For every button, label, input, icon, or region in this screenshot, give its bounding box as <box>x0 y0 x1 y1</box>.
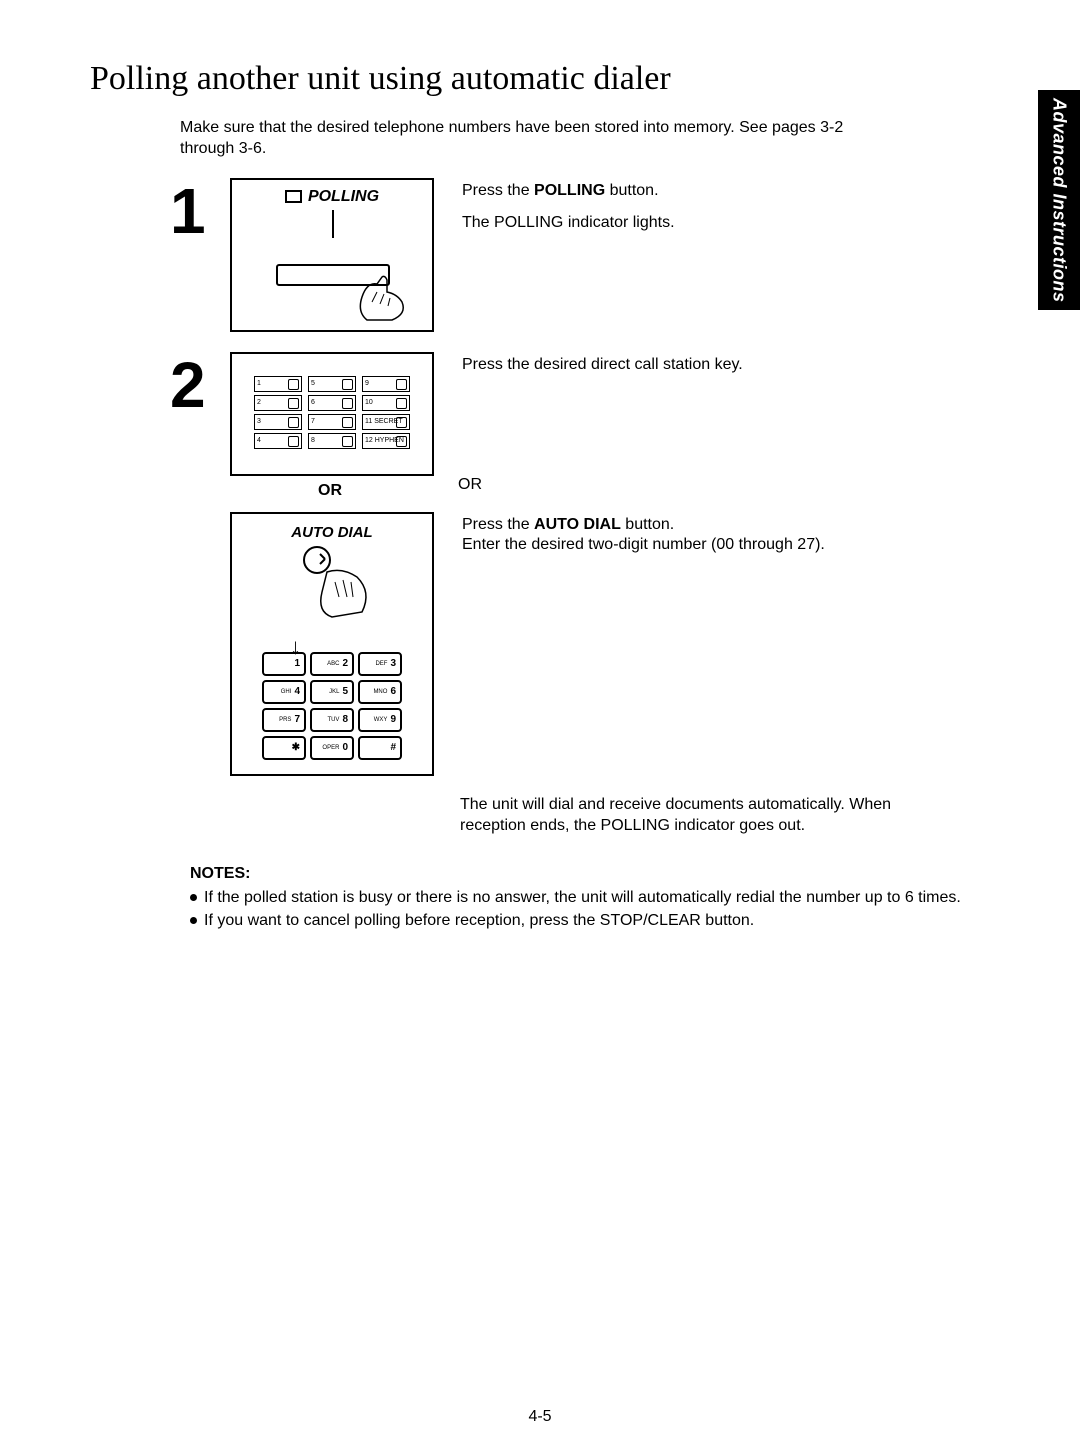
key-indicator <box>342 436 353 447</box>
keypad-button: PRS7 <box>262 708 306 732</box>
station-key: 2 <box>254 395 302 411</box>
station-key: 5 <box>308 376 356 392</box>
hand-icon <box>352 272 412 322</box>
t: Press the <box>462 516 534 533</box>
station-key: 7 <box>308 414 356 430</box>
or-left: OR <box>230 482 430 500</box>
step-2-auto-dial: AUTO DIAL ↓ 1ABC2DEF3GHI4JKL5MNO6PRS7TUV… <box>170 512 990 776</box>
keypad-button: ABC2 <box>310 652 354 676</box>
station-key: 3 <box>254 414 302 430</box>
step-2-text: Press the desired direct call station ke… <box>462 352 743 476</box>
t: button. <box>605 182 658 199</box>
key-indicator <box>288 417 299 428</box>
note-1: If the polled station is busy or there i… <box>190 887 990 909</box>
station-key: 11 SECRET <box>362 414 410 430</box>
t: POLLING <box>534 182 605 199</box>
key-indicator <box>396 436 407 447</box>
step-1: 1 POLLING Press the POLLING button. The … <box>170 178 990 332</box>
key-indicator <box>396 417 407 428</box>
keypad-button: ✱ <box>262 736 306 760</box>
key-indicator <box>288 379 299 390</box>
step-1-number: 1 <box>170 186 230 332</box>
auto-dial-illustration: AUTO DIAL ↓ 1ABC2DEF3GHI4JKL5MNO6PRS7TUV… <box>230 512 434 776</box>
notes-heading: NOTES: <box>190 865 990 883</box>
t: Press the desired direct call station ke… <box>462 356 743 374</box>
key-indicator <box>396 379 407 390</box>
polling-label-text: POLLING <box>308 188 379 205</box>
t: Enter the desired two-digit number (00 t… <box>462 536 825 554</box>
key-indicator <box>288 398 299 409</box>
key-indicator <box>342 417 353 428</box>
keypad-button: # <box>358 736 402 760</box>
polling-label: POLLING <box>232 188 432 206</box>
note-2: If you want to cancel polling before rec… <box>190 910 990 932</box>
keypad-button: JKL5 <box>310 680 354 704</box>
step-2-station-keys-illustration: 159 26 10 37 11 SECRET 48 12 HYPHEN <box>230 352 434 476</box>
keypad-button: TUV8 <box>310 708 354 732</box>
page-number: 4-5 <box>0 1408 1080 1426</box>
key-indicator <box>396 398 407 409</box>
hand-icon <box>287 542 377 622</box>
station-key: 8 <box>308 433 356 449</box>
result-text: The unit will dial and receive documents… <box>460 794 960 837</box>
station-key: 6 <box>308 395 356 411</box>
stem-line <box>332 210 334 238</box>
station-key: 12 HYPHEN <box>362 433 410 449</box>
key-indicator <box>342 379 353 390</box>
auto-dial-text: Press the AUTO DIAL button. Enter the de… <box>462 512 825 776</box>
t: AUTO DIAL <box>534 516 621 533</box>
station-key: 10 <box>362 395 410 411</box>
station-key: 9 <box>362 376 410 392</box>
t: Press the <box>462 182 534 199</box>
keypad-button: MNO6 <box>358 680 402 704</box>
t: The POLLING indicator lights. <box>462 214 675 232</box>
indicator-icon <box>285 190 302 203</box>
step-2: 2 15926103711 SECRET4812 HYPHEN Press th… <box>170 352 990 476</box>
station-keys-grid: 159 26 10 37 11 SECRET 48 12 HYPHEN <box>254 376 410 449</box>
step-2-number: 2 <box>170 360 230 476</box>
keypad-button: 1 <box>262 652 306 676</box>
or-right: OR <box>458 476 482 494</box>
keypad-button: GHI4 <box>262 680 306 704</box>
keypad-button: WXY9 <box>358 708 402 732</box>
keypad: 1ABC2DEF3 GHI4JKL5MNO6 PRS7TUV8WXY9 ✱OPER0# <box>262 652 402 760</box>
intro-text: Make sure that the desired telephone num… <box>180 118 860 160</box>
auto-dial-label: AUTO DIAL <box>232 524 432 541</box>
keypad-button: OPER0 <box>310 736 354 760</box>
keypad-button: DEF3 <box>358 652 402 676</box>
station-key: 1 <box>254 376 302 392</box>
key-indicator <box>288 436 299 447</box>
station-key: 4 <box>254 433 302 449</box>
page-title: Polling another unit using automatic dia… <box>90 60 990 98</box>
key-indicator <box>342 398 353 409</box>
step-1-illustration: POLLING <box>230 178 434 332</box>
t: button. <box>621 516 674 533</box>
or-row: OR OR <box>90 476 990 506</box>
page: Polling another unit using automatic dia… <box>0 0 1080 932</box>
step-1-text: Press the POLLING button. The POLLING in… <box>462 178 675 332</box>
notes-section: NOTES: If the polled station is busy or … <box>190 865 990 932</box>
